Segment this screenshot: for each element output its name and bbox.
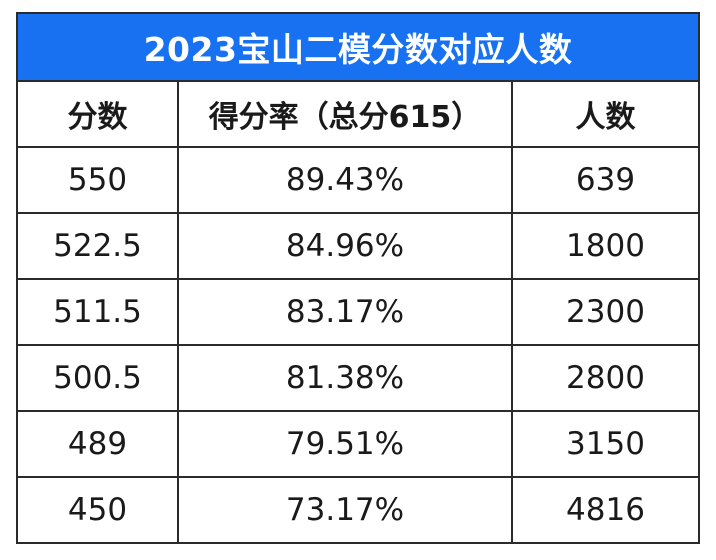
header-row: 分数 得分率（总分615） 人数 xyxy=(18,82,698,148)
count-cell: 2300 xyxy=(512,279,698,346)
score-cell: 500.5 xyxy=(18,345,179,412)
score-cell: 511.5 xyxy=(18,279,179,346)
rate-cell: 73.17% xyxy=(178,477,513,542)
table-title: 2023宝山二模分数对应人数 xyxy=(18,14,698,82)
column-header-count: 人数 xyxy=(512,82,698,148)
table-row: 550 89.43% 639 xyxy=(18,147,698,214)
count-cell: 639 xyxy=(512,147,698,214)
score-table: 2023宝山二模分数对应人数 分数 得分率（总分615） 人数 550 89.4… xyxy=(16,12,700,544)
table-row: 500.5 81.38% 2800 xyxy=(18,345,698,412)
rate-cell: 79.51% xyxy=(178,411,513,478)
table-row: 522.5 84.96% 1800 xyxy=(18,213,698,280)
count-cell: 2800 xyxy=(512,345,698,412)
rate-cell: 89.43% xyxy=(178,147,513,214)
score-cell: 489 xyxy=(18,411,179,478)
score-cell: 450 xyxy=(18,477,179,542)
score-cell: 522.5 xyxy=(18,213,179,280)
table-row: 450 73.17% 4816 xyxy=(18,477,698,542)
count-cell: 3150 xyxy=(512,411,698,478)
rate-cell: 81.38% xyxy=(178,345,513,412)
column-header-score: 分数 xyxy=(18,82,179,148)
table-row: 489 79.51% 3150 xyxy=(18,411,698,478)
rate-cell: 84.96% xyxy=(178,213,513,280)
count-cell: 1800 xyxy=(512,213,698,280)
rate-cell: 83.17% xyxy=(178,279,513,346)
table-row: 511.5 83.17% 2300 xyxy=(18,279,698,346)
data-table: 分数 得分率（总分615） 人数 550 89.43% 639 522.5 84… xyxy=(18,82,698,542)
column-header-score-rate: 得分率（总分615） xyxy=(178,82,513,148)
count-cell: 4816 xyxy=(566,492,645,528)
score-cell: 550 xyxy=(18,147,179,214)
